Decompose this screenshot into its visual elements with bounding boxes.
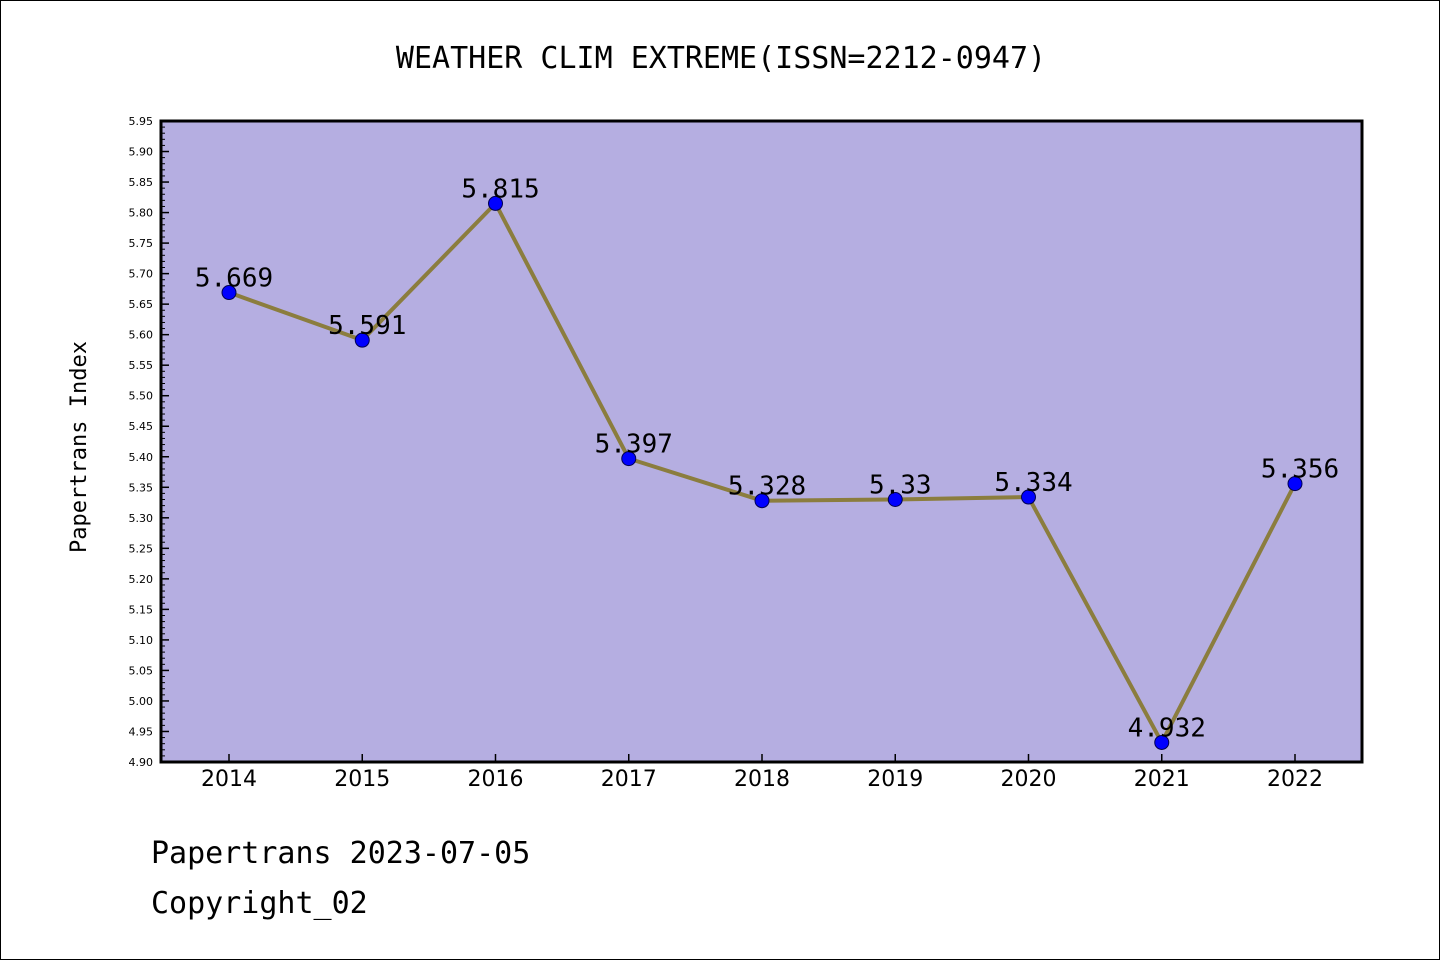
data-label: 5.591 [328, 311, 406, 341]
data-point [887, 491, 903, 507]
data-point [221, 285, 237, 301]
y-tick-label: 5.30 [129, 512, 154, 525]
x-tick-label: 2015 [334, 767, 390, 792]
x-tick-label: 2019 [867, 767, 923, 792]
y-axis: 4.90 4.95 5.00 5.05 5.10 5.15 5.20 5.25 5.30 5.35… [129, 115, 169, 769]
y-tick-label: 5.15 [129, 603, 154, 616]
data-label: 5.356 [1261, 455, 1339, 485]
y-tick-label: 5.50 [129, 390, 154, 403]
x-tick-label: 2017 [601, 767, 657, 792]
x-tick-label: 2021 [1134, 767, 1190, 792]
data-label: 5.33 [869, 470, 932, 500]
data-label: 5.397 [595, 430, 673, 460]
data-point [621, 451, 637, 467]
y-tick-label: 5.70 [129, 268, 154, 281]
footer-copyright: Copyright_02 [151, 886, 368, 921]
data-point [1021, 489, 1036, 505]
data-point [754, 493, 770, 509]
x-tick-label: 2022 [1267, 767, 1323, 792]
y-tick-label: 5.10 [129, 634, 154, 647]
y-tick-label: 5.00 [129, 695, 154, 708]
data-label: 4.932 [1128, 713, 1206, 743]
y-tick-label: 5.20 [129, 573, 154, 586]
data-label: 5.334 [994, 468, 1072, 498]
plot-area [159, 119, 1364, 764]
data-point [1154, 734, 1170, 750]
series-markers [221, 195, 1303, 750]
y-tick-label: 5.45 [129, 420, 154, 433]
y-tick-label: 5.75 [129, 237, 154, 250]
x-tick-label: 2020 [1001, 767, 1057, 792]
y-tick-label: 4.90 [129, 756, 154, 769]
y-tick-label: 5.60 [129, 329, 154, 342]
x-tick-label: 2018 [734, 767, 790, 792]
data-label: 5.815 [461, 174, 539, 204]
y-tick-label: 5.80 [129, 207, 154, 220]
x-tick-label: 2014 [201, 767, 257, 792]
y-tick-label: 5.05 [129, 664, 154, 677]
data-point [488, 195, 503, 211]
y-tick-label: 5.90 [129, 146, 154, 159]
y-tick-label: 5.85 [129, 176, 154, 189]
x-axis: 2014 2015 2016 2017 2018 2019 2020 2021 2022 [201, 754, 1323, 792]
y-tick-label: 5.55 [129, 359, 154, 372]
footer-date: Papertrans 2023-07-05 [151, 836, 531, 871]
y-tick-label: 5.25 [129, 542, 154, 555]
y-axis-label: Papertrans Index [67, 341, 92, 553]
y-tick-label: 5.65 [129, 298, 154, 311]
chart-title: WEATHER CLIM EXTREME(ISSN=2212-0947) [396, 41, 1046, 76]
x-tick-label: 2016 [468, 767, 524, 792]
data-label: 5.328 [728, 472, 806, 502]
y-tick-label: 5.35 [129, 481, 154, 494]
y-tick-label: 5.40 [129, 451, 154, 464]
data-point [1287, 476, 1303, 492]
y-tick-label: 4.95 [129, 725, 154, 738]
data-point [354, 332, 370, 348]
y-tick-label: 5.95 [129, 115, 154, 128]
data-labels: 5.669 5.591 5.815 5.397 5.328 5.33 5.334 4.932 5… [195, 174, 1339, 743]
data-label: 5.669 [195, 264, 273, 294]
